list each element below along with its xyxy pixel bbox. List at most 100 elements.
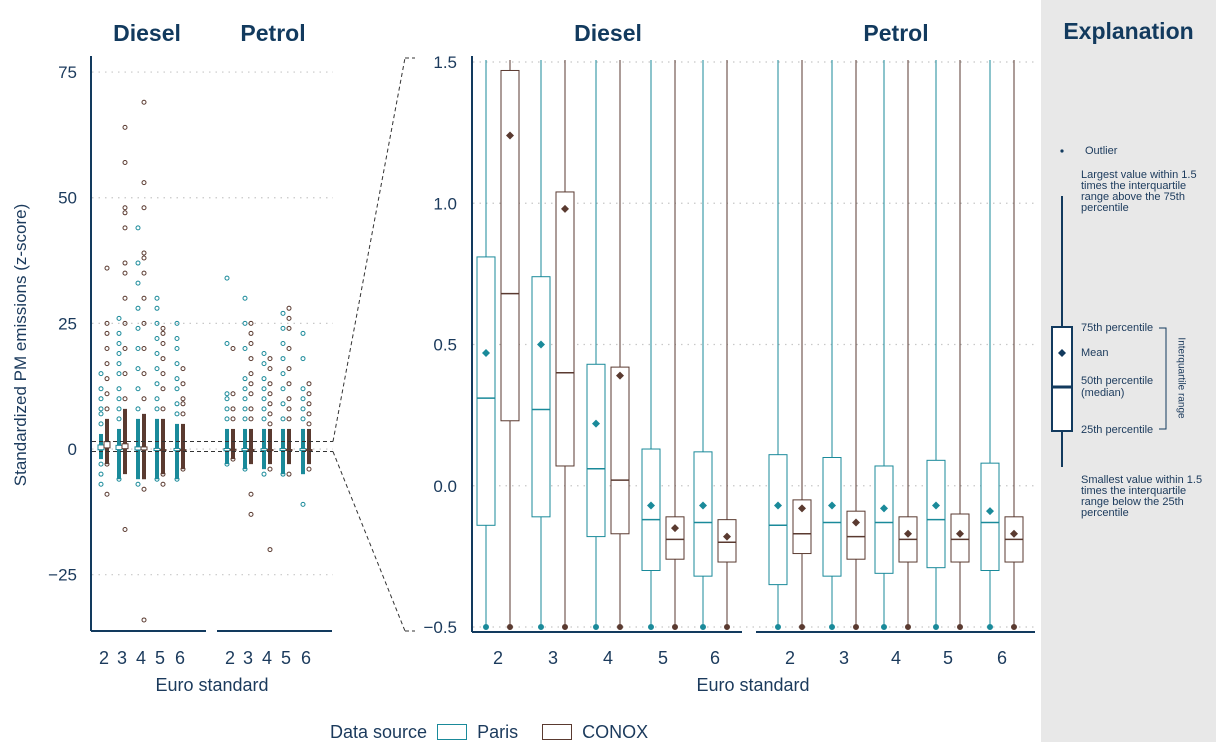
y-tick-label: 0 bbox=[68, 440, 77, 459]
overview-outlier-conox bbox=[141, 255, 147, 261]
overview-outlier-paris bbox=[98, 411, 104, 417]
overview-outlier-paris bbox=[300, 406, 306, 412]
overview-outlier-paris bbox=[242, 386, 248, 392]
zoom-box-paris bbox=[980, 462, 1000, 571]
explanation-mean-marker bbox=[1058, 349, 1066, 357]
overview-outlier-conox bbox=[286, 315, 292, 321]
overview-box-paris bbox=[134, 446, 142, 451]
x-tick-label: 4 bbox=[136, 648, 146, 668]
overview-outlier-paris bbox=[135, 406, 141, 412]
y-tick-label: 75 bbox=[58, 63, 77, 82]
overview-outlier-conox bbox=[160, 481, 166, 487]
zoom-x-tick-label: 2 bbox=[785, 648, 795, 668]
overview-outlier-paris bbox=[224, 416, 230, 422]
overview-outlier-conox bbox=[306, 391, 312, 397]
overview-outlier-conox bbox=[141, 486, 147, 492]
explanation-outlier-label: Outlier bbox=[1085, 145, 1118, 157]
overview-outlier-paris bbox=[154, 396, 160, 402]
x-tick-label: 5 bbox=[155, 648, 165, 668]
y-tick-label: 50 bbox=[58, 189, 77, 208]
zoom-mean-marker-paris bbox=[932, 501, 940, 510]
overview-outlier-paris bbox=[98, 386, 104, 392]
x-tick-label: 5 bbox=[281, 648, 291, 668]
overview-outlier-conox bbox=[286, 396, 292, 402]
explanation-whisker-bottom-1: Smallest value within 1.5 bbox=[1081, 474, 1203, 486]
overview-outlier-conox bbox=[248, 416, 254, 422]
overview-outlier-paris bbox=[98, 481, 104, 487]
overview-outlier-paris bbox=[280, 371, 286, 377]
overview-outlier-conox bbox=[141, 617, 147, 623]
overview-outlier-paris bbox=[116, 330, 122, 336]
zoom-lower-outlier-paris bbox=[483, 624, 489, 630]
overview-outlier-conox bbox=[286, 406, 292, 412]
legend-swatch-conox bbox=[542, 724, 573, 740]
overview-box-conox bbox=[229, 448, 237, 451]
facet-title-petrol: Petrol bbox=[240, 20, 305, 46]
zoom-mean-marker-paris bbox=[880, 504, 888, 513]
overview-outlier-conox bbox=[248, 381, 254, 387]
overview-outlier-conox bbox=[230, 456, 236, 462]
zoom-mean-marker-conox bbox=[1010, 529, 1018, 538]
zoom-lower-outlier-conox bbox=[672, 624, 678, 630]
zoom-mean-marker-paris bbox=[986, 507, 994, 516]
overview-outlier-paris bbox=[154, 366, 160, 372]
overview-outlier-paris bbox=[154, 305, 160, 311]
overview-outlier-paris bbox=[174, 346, 180, 352]
overview-box-paris bbox=[299, 448, 307, 452]
overview-outlier-paris bbox=[154, 335, 160, 341]
overview-outlier-conox bbox=[286, 325, 292, 331]
zoom-lower-outlier-paris bbox=[648, 624, 654, 630]
zoom-facet-title-petrol: Petrol bbox=[863, 20, 928, 46]
zoom-x-tick-label: 5 bbox=[658, 648, 668, 668]
overview-outlier-conox bbox=[160, 330, 166, 336]
zoom-box-conox bbox=[665, 516, 685, 560]
overview-outlier-paris bbox=[261, 386, 267, 392]
overview-outlier-conox bbox=[267, 421, 273, 427]
overview-box-paris bbox=[115, 444, 123, 451]
overview-outlier-conox bbox=[286, 366, 292, 372]
legend: Data source Paris CONOX bbox=[330, 718, 648, 746]
overview-outlier-paris bbox=[174, 320, 180, 326]
overview-outlier-conox bbox=[122, 320, 128, 326]
overview-outlier-paris bbox=[154, 381, 160, 387]
zoom-mean-marker-conox bbox=[506, 131, 514, 140]
overview-outlier-conox bbox=[122, 124, 128, 130]
zoom-mean-marker-paris bbox=[828, 501, 836, 510]
overview-outlier-paris bbox=[98, 461, 104, 467]
zoom-box-paris bbox=[768, 454, 788, 586]
overview-outlier-conox bbox=[160, 340, 166, 346]
zoom-y-tick-label: 0.5 bbox=[433, 336, 457, 355]
overview-box-paris bbox=[260, 448, 268, 452]
zoom-box-conox bbox=[610, 366, 630, 535]
zoom-lower-outlier-conox bbox=[799, 624, 805, 630]
legend-title: Data source bbox=[330, 721, 428, 742]
overview-outlier-conox bbox=[141, 320, 147, 326]
zoom-lower-outlier-paris bbox=[775, 624, 781, 630]
overview-outlier-conox bbox=[267, 547, 273, 553]
zoom-mean-marker-conox bbox=[852, 518, 860, 527]
zoom-mean-marker-paris bbox=[592, 419, 600, 428]
zoom-lower-outlier-paris bbox=[593, 624, 599, 630]
overview-outlier-paris bbox=[135, 481, 141, 487]
zoom-lower-outlier-paris bbox=[987, 624, 993, 630]
overview-outlier-paris bbox=[280, 386, 286, 392]
zoom-y-tick-label: 0.0 bbox=[433, 477, 457, 496]
zoom-x-tick-label: 4 bbox=[891, 648, 901, 668]
overview-box-conox bbox=[159, 449, 167, 452]
overview-outlier-conox bbox=[286, 381, 292, 387]
overview-outlier-paris bbox=[135, 325, 141, 331]
overview-outlier-paris bbox=[174, 411, 180, 417]
x-axis-title-overview: Euro standard bbox=[155, 675, 268, 695]
overview-outlier-conox bbox=[180, 366, 186, 372]
overview-outlier-paris bbox=[280, 416, 286, 422]
overview-outlier-paris bbox=[261, 471, 267, 477]
zoom-y-tick-label: 1.0 bbox=[433, 194, 457, 213]
overview-outlier-paris bbox=[116, 476, 122, 482]
overview-outlier-conox bbox=[141, 346, 147, 352]
overview-outlier-paris bbox=[224, 396, 230, 402]
overview-outlier-paris bbox=[98, 471, 104, 477]
zoom-x-tick-label: 4 bbox=[603, 648, 613, 668]
zoom-lower-outlier-conox bbox=[853, 624, 859, 630]
zoom-box-paris bbox=[531, 276, 551, 518]
overview-outlier-conox bbox=[122, 160, 128, 166]
